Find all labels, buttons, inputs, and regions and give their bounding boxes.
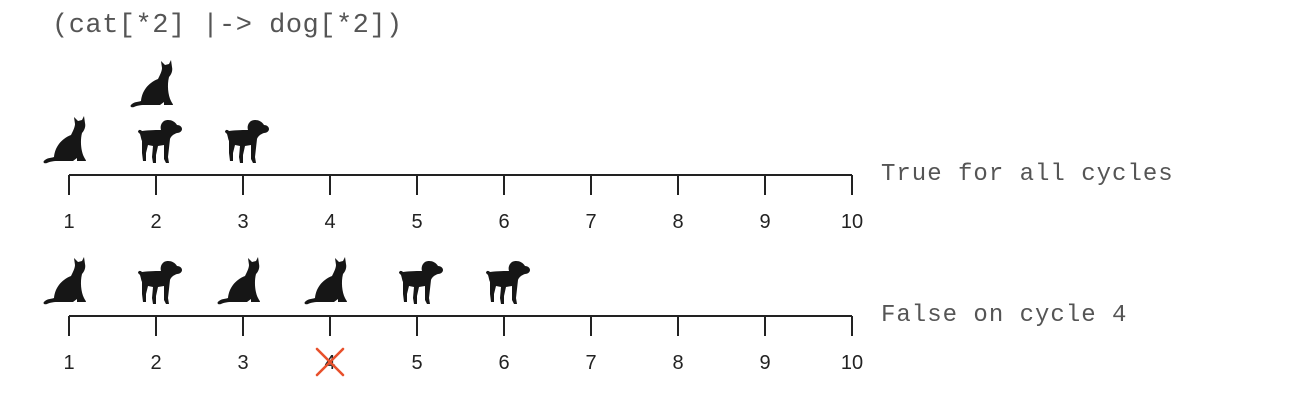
cat-icon — [43, 257, 86, 305]
tick-label: 4 — [324, 211, 335, 233]
verdict-label: False on cycle 4 — [881, 302, 1127, 329]
verdict-label: True for all cycles — [881, 161, 1174, 188]
tick-marks — [68, 175, 853, 195]
tick-label: 6 — [498, 352, 509, 374]
dog-icon — [486, 261, 530, 304]
tick-label: 2 — [150, 352, 161, 374]
tick-label: 1 — [63, 352, 74, 374]
tick-label: 8 — [672, 352, 683, 374]
tick-marks — [68, 316, 853, 336]
tick-label: 2 — [150, 211, 161, 233]
tick-label: 3 — [237, 211, 248, 233]
dog-icon — [225, 120, 269, 163]
tick-label: 6 — [498, 211, 509, 233]
cat-icon — [43, 116, 86, 164]
tick-label: 1 — [63, 211, 74, 233]
fail-x-icon — [315, 347, 345, 377]
tick-label: 7 — [585, 211, 596, 233]
tick-label: 5 — [411, 211, 422, 233]
tick-label: 5 — [411, 352, 422, 374]
cat-icon — [217, 257, 260, 305]
tick-label: 9 — [759, 211, 770, 233]
animal-row — [43, 60, 269, 164]
animal-row — [43, 257, 530, 305]
tick-label: 3 — [237, 352, 248, 374]
dog-icon — [138, 120, 182, 163]
tick-label: 10 — [841, 352, 863, 374]
cat-icon — [304, 257, 347, 305]
tick-label: 8 — [672, 211, 683, 233]
timeline-true: 1 2 3 4 5 6 7 8 9 10 True for all cycles — [43, 60, 1174, 233]
dog-icon — [399, 261, 443, 304]
cat-icon — [130, 60, 173, 108]
fail-marker — [315, 347, 345, 377]
tick-label: 9 — [759, 352, 770, 374]
tick-labels: 1 2 3 4 5 6 7 8 9 10 — [63, 211, 863, 233]
tick-label: 10 — [841, 211, 863, 233]
dog-icon — [138, 261, 182, 304]
diagram-title: (cat[*2] |-> dog[*2]) — [52, 11, 403, 41]
tick-label: 7 — [585, 352, 596, 374]
